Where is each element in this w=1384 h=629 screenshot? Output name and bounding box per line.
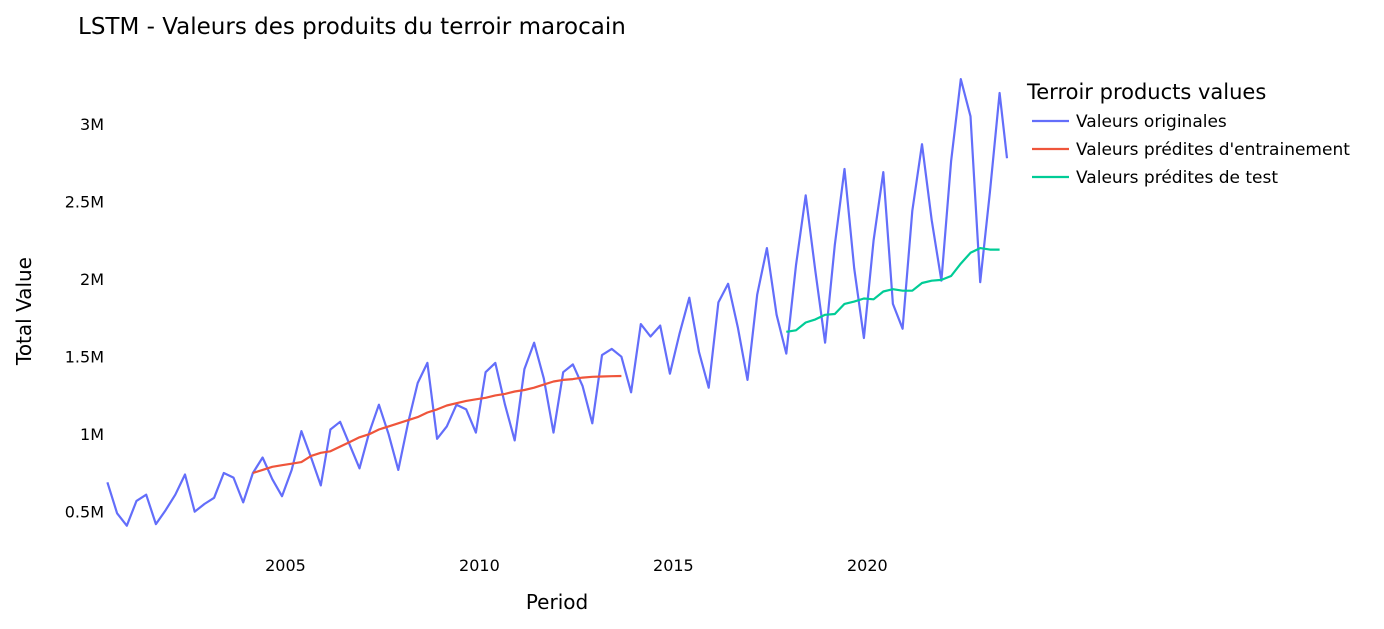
y-tick-label: 2M	[80, 270, 104, 289]
legend-label: Valeurs originales	[1076, 112, 1227, 132]
y-tick-label: 3M	[80, 115, 104, 134]
legend-item[interactable]: Valeurs prédites d'entrainement	[1032, 140, 1350, 160]
y-axis-ticks: 0.5M 1M 1.5M 2M 2.5M 3M	[65, 115, 104, 522]
series-line-2[interactable]	[786, 247, 1000, 333]
legend-item[interactable]: Valeurs originales	[1032, 112, 1227, 132]
x-axis-ticks: 2005 2010 2015 2020	[265, 556, 888, 575]
x-tick-label: 2020	[847, 556, 888, 575]
series-line-0[interactable]	[106, 77, 1009, 527]
y-tick-label: 1.5M	[65, 348, 104, 367]
legend[interactable]: Terroir products values Valeurs original…	[1026, 80, 1350, 188]
y-axis-title: Total Value	[12, 257, 36, 366]
plot-area	[106, 77, 1009, 527]
x-axis-title: Period	[526, 590, 588, 614]
chart-title: LSTM - Valeurs des produits du terroir m…	[78, 14, 626, 40]
legend-label: Valeurs prédites d'entrainement	[1076, 140, 1350, 160]
y-tick-label: 1M	[80, 425, 104, 444]
legend-title: Terroir products values	[1026, 80, 1266, 104]
x-tick-label: 2010	[459, 556, 500, 575]
y-tick-label: 2.5M	[65, 193, 104, 212]
series-line-1[interactable]	[252, 374, 622, 475]
legend-item[interactable]: Valeurs prédites de test	[1032, 168, 1278, 188]
y-tick-label: 0.5M	[65, 503, 104, 522]
x-tick-label: 2005	[265, 556, 306, 575]
legend-label: Valeurs prédites de test	[1076, 168, 1278, 188]
x-tick-label: 2015	[653, 556, 694, 575]
